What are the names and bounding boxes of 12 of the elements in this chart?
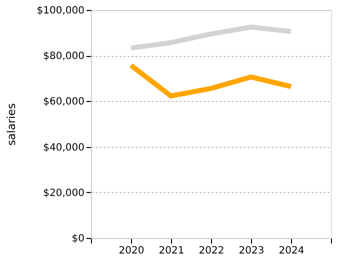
- y-tick-label: $20,000: [43, 188, 84, 199]
- x-tick-label: 2022: [198, 246, 224, 256]
- y-tick-label: $60,000: [43, 96, 84, 108]
- y-tick-label: $100,000: [36, 6, 84, 16]
- y-tick-label: $40,000: [43, 142, 84, 154]
- x-tick-label: 2024: [278, 246, 304, 256]
- x-tick-label: 2020: [118, 246, 144, 256]
- y-tick-label: $0: [72, 234, 84, 244]
- x-tick-label: 2023: [238, 246, 264, 256]
- y-tick-label: $80,000: [43, 51, 84, 62]
- y-axis-title: salaries: [4, 103, 18, 146]
- x-tick-label: 2021: [158, 246, 184, 256]
